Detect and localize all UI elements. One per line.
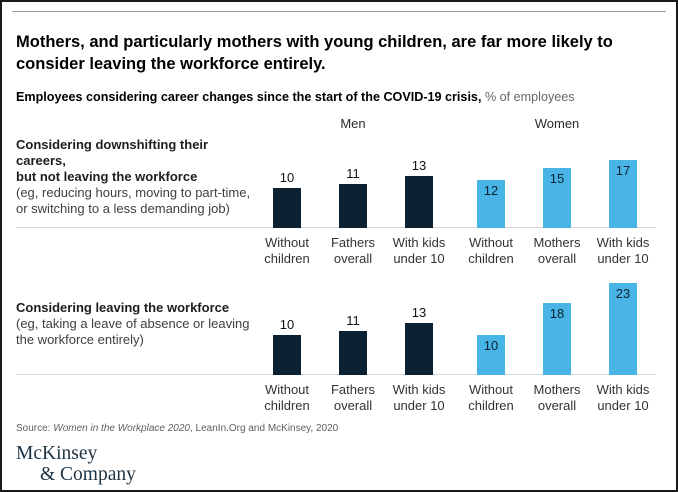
group-header-cell bbox=[458, 116, 524, 133]
row-label-bold: Considering leaving the workforce bbox=[16, 299, 230, 315]
value-label: 10 bbox=[279, 169, 295, 185]
group-label: Women bbox=[534, 115, 580, 131]
value-label: 11 bbox=[346, 165, 360, 181]
bar-column: 10 Without children bbox=[458, 280, 524, 413]
category-label: Without children bbox=[264, 234, 310, 266]
bar-column: 17 With kids under 10 bbox=[590, 137, 656, 266]
category-label: Without children bbox=[264, 381, 310, 413]
row-description: Considering leaving the workforce (eg, t… bbox=[16, 280, 254, 375]
category-label: With kids under 10 bbox=[596, 234, 650, 266]
logo-line-1: McKinsey bbox=[16, 442, 98, 464]
value-label: 17 bbox=[615, 162, 631, 178]
bar-column: 11 Fathers overall bbox=[320, 280, 386, 413]
group-header-cell bbox=[386, 116, 452, 133]
source-rest: , LeanIn.Org and McKinsey, 2020 bbox=[189, 422, 339, 434]
category-label: With kids under 10 bbox=[392, 234, 446, 266]
category-label: Without children bbox=[468, 234, 514, 266]
bar bbox=[405, 175, 433, 228]
bar-column: 10 Without children bbox=[254, 280, 320, 413]
chart-subtitle: Employees considering career changes sin… bbox=[16, 90, 662, 104]
source-publication: Women in the Workplace 2020 bbox=[53, 422, 190, 434]
bar: 15 bbox=[543, 167, 571, 228]
axis-baseline bbox=[16, 226, 656, 228]
bar-column: 23 With kids under 10 bbox=[590, 280, 656, 413]
value-label: 13 bbox=[411, 157, 427, 173]
bar: 10 bbox=[477, 334, 505, 375]
bar: 12 bbox=[477, 179, 505, 228]
bar: 18 bbox=[543, 302, 571, 375]
bar-column: 13 With kids under 10 bbox=[386, 280, 452, 413]
bar-plot: 10 Without children 11 Fathers overall 13 Wit… bbox=[254, 280, 656, 413]
row-label-bold: Considering downshifting their careers, … bbox=[16, 136, 209, 184]
value-label: 13 bbox=[411, 304, 427, 320]
bar: 17 bbox=[609, 159, 637, 228]
subtitle-bold: Employees considering career changes sin… bbox=[16, 89, 482, 104]
group-header-cell bbox=[254, 116, 320, 133]
category-label: Mothers overall bbox=[533, 381, 581, 413]
category-label: Fathers overall bbox=[330, 381, 376, 413]
bar-column: 11 Fathers overall bbox=[320, 137, 386, 266]
row-label-note: (eg, taking a leave of absence or leavin… bbox=[16, 315, 250, 347]
category-label: Mothers overall bbox=[533, 234, 581, 266]
row-label-note: (eg, reducing hours, moving to part-time… bbox=[16, 184, 251, 216]
bar-column: 10 Without children bbox=[254, 137, 320, 266]
value-label: 18 bbox=[549, 305, 565, 321]
value-label: 15 bbox=[549, 170, 565, 186]
group-header-cells: Men Women bbox=[254, 116, 656, 133]
chart-row-leaving: Considering leaving the workforce (eg, t… bbox=[16, 280, 662, 413]
top-divider bbox=[12, 11, 666, 12]
category-label: Without children bbox=[468, 381, 514, 413]
row-description: Considering downshifting their careers, … bbox=[16, 137, 254, 228]
axis-baseline bbox=[16, 373, 656, 375]
bar-column: 15 Mothers overall bbox=[524, 137, 590, 266]
bar bbox=[405, 322, 433, 375]
header-spacer bbox=[16, 116, 254, 133]
logo-line-2: & Company bbox=[40, 463, 136, 485]
bar-plot: 10 Without children 11 Fathers overall 13 Wit… bbox=[254, 137, 656, 266]
bar bbox=[339, 330, 367, 375]
value-label: 12 bbox=[483, 182, 499, 198]
bar bbox=[339, 183, 367, 228]
group-label: Men bbox=[340, 115, 366, 131]
source-prefix: Source: bbox=[16, 422, 54, 434]
value-label: 11 bbox=[346, 312, 360, 328]
value-label: 10 bbox=[279, 316, 295, 332]
subtitle-unit: % of employees bbox=[481, 89, 575, 104]
bar-column: 18 Mothers overall bbox=[524, 280, 590, 413]
bar-column: 12 Without children bbox=[458, 137, 524, 266]
group-header-cell bbox=[590, 116, 656, 133]
category-label: With kids under 10 bbox=[392, 381, 446, 413]
group-header-row: Men Women bbox=[2, 116, 676, 133]
bar: 23 bbox=[609, 282, 637, 375]
page-title: Mothers, and particularly mothers with y… bbox=[16, 33, 613, 73]
mckinsey-logo: McKinsey & Company bbox=[16, 443, 662, 485]
bar-column: 13 With kids under 10 bbox=[386, 137, 452, 266]
source-note: Source: Women in the Workplace 2020, Lea… bbox=[16, 423, 662, 434]
bar bbox=[273, 187, 301, 228]
value-label: 10 bbox=[483, 337, 499, 353]
bar bbox=[273, 334, 301, 375]
value-label: 23 bbox=[615, 285, 631, 301]
chart-row-downshifting: Considering downshifting their careers, … bbox=[16, 137, 662, 266]
category-label: With kids under 10 bbox=[596, 381, 650, 413]
category-label: Fathers overall bbox=[330, 234, 376, 266]
